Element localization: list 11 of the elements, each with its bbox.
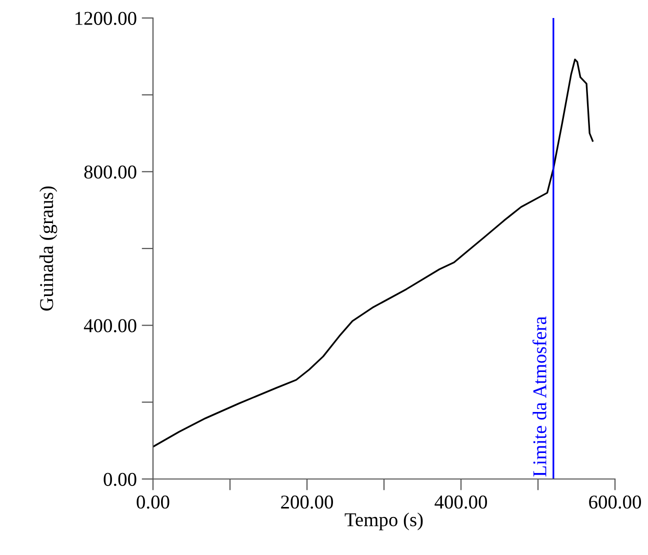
x-axis-title: Tempo (s) <box>344 512 423 530</box>
y-tick-label: 1200.00 <box>76 12 136 26</box>
x-tick-label: 200.00 <box>281 496 333 509</box>
y-tick-label: 400.00 <box>84 319 136 332</box>
y-axis-title: Guinada (graus) <box>39 186 58 311</box>
ref-line-label: Limite da Atmosfera <box>532 316 546 477</box>
x-tick-label: 400.00 <box>434 496 487 509</box>
y-tick-label: 800.00 <box>84 165 136 179</box>
x-tick-label: 0.00 <box>136 496 170 509</box>
y-tick-label: 0.00 <box>104 472 136 486</box>
x-tick-label: 600.00 <box>589 496 641 509</box>
